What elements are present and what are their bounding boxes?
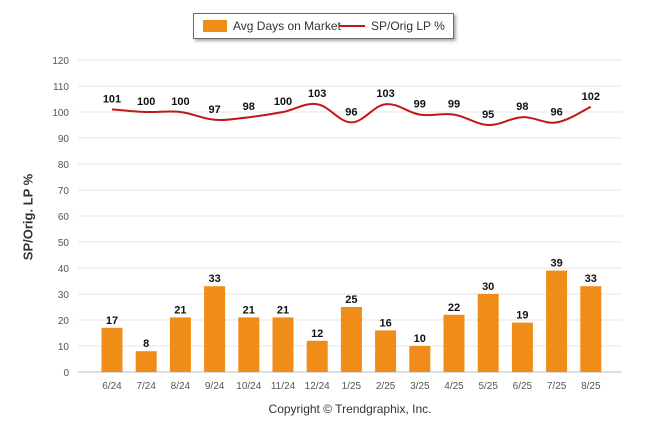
line-series-path: [111, 102, 592, 127]
bar-data-labels: 17 8 21 33 21 21 12 25 16 10 22 30 19 39 33: [106, 258, 597, 351]
legend: Avg Days on Market SP/Orig LP %: [193, 13, 454, 39]
x-tick-label: 11/24: [271, 381, 296, 392]
bar-data-label: 12: [311, 328, 323, 340]
line-data-label: 96: [345, 106, 357, 118]
x-tick-label: 2/25: [376, 381, 396, 392]
y-tick-label: 100: [52, 108, 69, 119]
y-tick-label: 80: [58, 160, 70, 171]
x-tick-label: 6/25: [513, 381, 533, 392]
x-tick-label: 7/25: [547, 381, 567, 392]
line-data-label: 99: [414, 99, 426, 111]
bar: [204, 286, 226, 372]
x-tick-label: 6/24: [102, 381, 122, 392]
y-tick-label: 120: [52, 56, 69, 67]
bar: [477, 294, 499, 372]
bar-data-label: 17: [106, 315, 118, 327]
line-data-labels: 101 100 100 97 98 100 103 96 103 99 99 95 98 96 102: [103, 88, 600, 121]
bar-series: [101, 270, 602, 372]
line-data-label: 96: [550, 106, 562, 118]
bar-data-label: 25: [345, 294, 357, 306]
x-tick-label: 12/24: [305, 381, 330, 392]
x-tick-label: 1/25: [342, 381, 362, 392]
bar: [546, 270, 568, 372]
y-tick-label: 60: [58, 212, 70, 223]
legend-item-bar: Avg Days on Market: [203, 19, 341, 33]
bar-data-label: 19: [516, 310, 528, 322]
bar: [409, 346, 431, 372]
bar: [135, 351, 157, 372]
bar-data-label: 21: [243, 304, 255, 316]
bar: [101, 327, 123, 372]
bar: [306, 340, 328, 372]
bar-data-label: 10: [414, 333, 426, 345]
y-tick-label: 20: [58, 316, 70, 327]
line-data-label: 98: [243, 101, 255, 113]
bar-data-label: 22: [448, 302, 460, 314]
bar-data-label: 16: [379, 317, 391, 329]
line-data-label: 102: [582, 91, 600, 103]
copyright-text: Copyright © Trendgraphix, Inc.: [268, 402, 432, 416]
x-tick-label: 8/25: [581, 381, 601, 392]
x-axis-ticks: 6/24 7/24 8/24 9/24 10/24 11/24 12/24 1/25 2/25 3…: [102, 381, 601, 392]
bar: [580, 286, 602, 372]
bar: [272, 317, 294, 372]
line-data-label: 100: [274, 96, 292, 108]
bar-data-label: 33: [585, 273, 597, 285]
legend-line-swatch: [339, 25, 365, 27]
bar-data-label: 30: [482, 281, 494, 293]
line-data-label: 98: [516, 101, 528, 113]
bar: [238, 317, 260, 372]
bar-data-label: 21: [277, 304, 289, 316]
bar-data-label: 8: [143, 338, 149, 350]
x-tick-label: 8/24: [171, 381, 191, 392]
y-axis-ticks: 0 10 20 30 40 50 60 70 80 90 100 110 120: [52, 56, 69, 379]
legend-line-label: SP/Orig LP %: [371, 19, 445, 33]
bar: [340, 307, 362, 372]
y-tick-label: 0: [63, 368, 69, 379]
line-series: [111, 102, 592, 127]
y-tick-label: 90: [58, 134, 70, 145]
x-tick-label: 10/24: [236, 381, 261, 392]
line-data-label: 101: [103, 93, 121, 105]
x-tick-label: 4/25: [444, 381, 464, 392]
y-tick-label: 70: [58, 186, 70, 197]
y-tick-label: 40: [58, 264, 70, 275]
bar: [375, 330, 397, 372]
x-tick-label: 9/24: [205, 381, 225, 392]
line-data-label: 103: [308, 88, 326, 100]
line-data-label: 100: [137, 96, 155, 108]
bar-data-label: 21: [174, 304, 186, 316]
bar: [443, 314, 465, 372]
line-data-label: 103: [376, 88, 394, 100]
y-tick-label: 110: [53, 82, 69, 93]
bar-data-label: 33: [208, 273, 220, 285]
bar: [511, 322, 533, 372]
bar: [169, 317, 191, 372]
bar-data-label: 39: [550, 258, 562, 270]
line-data-label: 100: [171, 96, 189, 108]
line-data-label: 97: [208, 104, 220, 116]
x-tick-label: 7/24: [136, 381, 156, 392]
y-tick-label: 30: [58, 290, 70, 301]
line-data-label: 95: [482, 109, 494, 121]
y-tick-label: 10: [58, 342, 70, 353]
line-data-label: 99: [448, 99, 460, 111]
legend-bar-swatch: [203, 20, 227, 32]
legend-bar-label: Avg Days on Market: [233, 19, 341, 33]
x-tick-label: 3/25: [410, 381, 430, 392]
y-axis-title: SP/Orig. LP %: [20, 173, 36, 261]
legend-item-line: SP/Orig LP %: [339, 19, 445, 33]
y-tick-label: 50: [58, 238, 70, 249]
x-tick-label: 5/25: [478, 381, 498, 392]
